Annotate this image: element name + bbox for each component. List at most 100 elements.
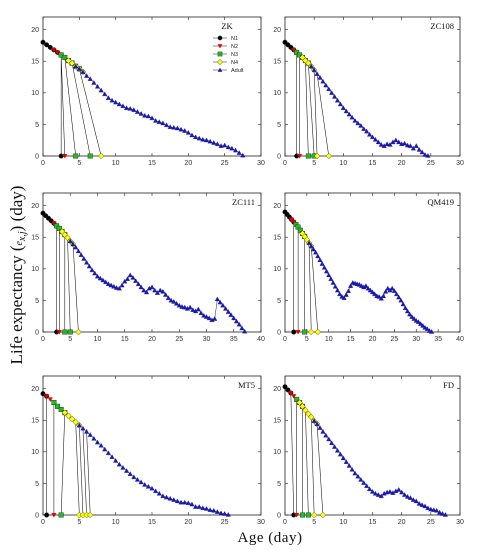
data-point bbox=[429, 329, 435, 334]
data-point bbox=[102, 446, 108, 452]
data-point bbox=[176, 302, 182, 308]
x-tick-label: 15 bbox=[369, 519, 377, 526]
data-point bbox=[364, 128, 370, 134]
legend-marker bbox=[217, 67, 223, 72]
data-point bbox=[105, 95, 111, 100]
data-point bbox=[143, 289, 150, 295]
data-point bbox=[282, 384, 288, 390]
data-point bbox=[378, 295, 384, 301]
series-adult bbox=[73, 63, 246, 158]
x-tick-label: 0 bbox=[283, 160, 287, 167]
data-point bbox=[308, 243, 314, 249]
data-point bbox=[372, 490, 378, 496]
data-point bbox=[193, 134, 199, 140]
data-point bbox=[319, 261, 325, 266]
y-tick-label: 5 bbox=[277, 298, 281, 305]
data-point bbox=[138, 479, 144, 485]
data-point bbox=[98, 442, 104, 448]
x-tick-label: 35 bbox=[230, 336, 238, 343]
data-point bbox=[320, 78, 326, 84]
legend-label: Adult bbox=[231, 68, 244, 74]
cohort-line bbox=[82, 428, 87, 516]
data-point bbox=[415, 319, 421, 324]
axis-stage-marker bbox=[325, 152, 332, 160]
data-point bbox=[105, 450, 111, 456]
data-point bbox=[378, 493, 384, 499]
cohort-line bbox=[60, 54, 66, 157]
legend-label: N4 bbox=[231, 60, 238, 66]
data-point bbox=[212, 316, 218, 321]
data-point bbox=[409, 314, 415, 319]
data-point bbox=[229, 145, 235, 151]
data-point bbox=[75, 248, 81, 254]
axis-stage-marker bbox=[302, 329, 308, 335]
data-point bbox=[218, 143, 224, 148]
data-point bbox=[236, 150, 242, 155]
axis-stage-marker bbox=[62, 329, 68, 335]
x-tick-label: 35 bbox=[434, 336, 442, 343]
x-tick-label: 0 bbox=[41, 336, 45, 343]
data-point bbox=[425, 505, 431, 511]
y-tick-label: 10 bbox=[273, 90, 281, 97]
data-point bbox=[84, 73, 90, 78]
data-point bbox=[55, 403, 61, 409]
data-point bbox=[407, 495, 413, 500]
legend-item-n1: N1 bbox=[213, 35, 238, 42]
axis-stage-marker bbox=[300, 512, 306, 518]
data-point bbox=[120, 103, 126, 109]
data-point bbox=[308, 413, 315, 421]
cohort-line bbox=[72, 244, 79, 333]
data-point bbox=[182, 128, 188, 133]
data-point bbox=[233, 318, 240, 324]
x-tick-label: 40 bbox=[456, 336, 464, 343]
data-point bbox=[324, 268, 330, 274]
data-point bbox=[187, 304, 193, 310]
data-point bbox=[211, 507, 217, 513]
series-line bbox=[313, 420, 446, 515]
data-point bbox=[345, 288, 351, 293]
data-point bbox=[149, 284, 155, 290]
data-point bbox=[171, 299, 177, 304]
data-point bbox=[124, 105, 130, 110]
data-point bbox=[391, 288, 397, 293]
y-tick-label: 5 bbox=[35, 481, 39, 488]
data-point bbox=[200, 136, 206, 142]
y-tick-label: 20 bbox=[273, 27, 281, 34]
data-point bbox=[113, 458, 119, 463]
x-tick-label: 15 bbox=[148, 160, 156, 167]
data-point bbox=[44, 394, 50, 399]
data-point bbox=[84, 259, 90, 265]
data-point bbox=[317, 75, 323, 80]
data-point bbox=[189, 132, 195, 138]
data-point bbox=[402, 492, 408, 497]
data-point bbox=[380, 293, 386, 298]
data-point bbox=[394, 291, 400, 297]
cohort-line bbox=[79, 68, 102, 157]
data-point bbox=[154, 290, 161, 295]
data-point bbox=[288, 391, 294, 396]
data-point bbox=[294, 49, 300, 55]
data-point bbox=[231, 315, 237, 321]
data-point bbox=[442, 512, 448, 517]
data-point bbox=[100, 277, 106, 283]
data-point bbox=[78, 252, 84, 257]
legend-item-n2: N2 bbox=[213, 44, 238, 50]
data-point bbox=[428, 506, 434, 512]
data-point bbox=[113, 99, 119, 105]
x-tick-label: 10 bbox=[325, 336, 333, 343]
x-tick-label: 20 bbox=[398, 519, 406, 526]
data-point bbox=[349, 114, 355, 120]
data-point bbox=[40, 39, 46, 45]
plot-frame bbox=[284, 192, 461, 333]
x-tick-label: 10 bbox=[339, 519, 347, 526]
data-point bbox=[152, 287, 158, 293]
data-point bbox=[131, 107, 137, 112]
cohort-line bbox=[86, 431, 91, 516]
data-point bbox=[285, 387, 291, 393]
data-point bbox=[217, 299, 223, 305]
data-point bbox=[240, 152, 246, 158]
y-axis-title-tail: ) (day) bbox=[7, 186, 26, 232]
data-point bbox=[233, 147, 239, 153]
data-point bbox=[334, 97, 341, 103]
series-adult bbox=[311, 418, 448, 517]
